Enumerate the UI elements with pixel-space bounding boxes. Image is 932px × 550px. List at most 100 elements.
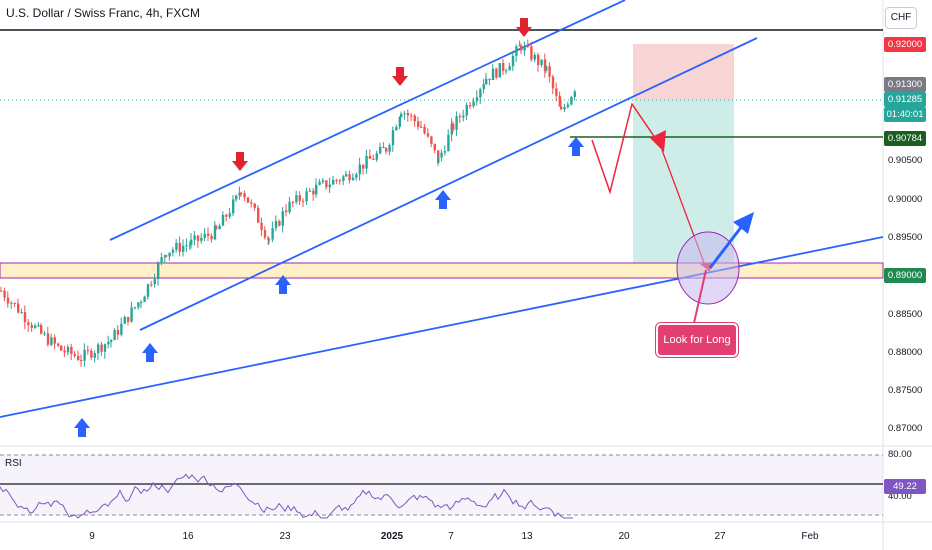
projection-zigzag[interactable] [591, 102, 663, 195]
candle-body [193, 235, 196, 240]
candle-body [165, 255, 168, 257]
candle-body [90, 350, 93, 358]
candle-body [238, 192, 241, 196]
candle-body [150, 284, 153, 286]
candle-body [200, 237, 203, 241]
candle-body [410, 115, 413, 117]
candle-body [398, 117, 401, 127]
candle-body [77, 355, 80, 360]
rsi-band [0, 455, 883, 515]
time-tick: 16 [182, 531, 194, 542]
currency-button[interactable]: CHF [885, 7, 917, 29]
candle-body [469, 105, 472, 107]
candle-body [175, 242, 178, 250]
candle-body [328, 184, 331, 188]
candle-body [127, 316, 130, 322]
rsi-label[interactable]: RSI [5, 458, 22, 469]
candle-body [103, 344, 107, 352]
support-tag: 0.89000 [884, 268, 926, 283]
candle-body [0, 290, 3, 292]
candle-body [215, 225, 218, 230]
candle-body [267, 237, 270, 240]
candle-body [400, 113, 403, 118]
candle-body [321, 180, 325, 183]
candle-body [302, 200, 305, 202]
candle-body [295, 195, 298, 203]
candle-body [34, 325, 37, 328]
price-tick: 0.88500 [888, 309, 923, 320]
candle-body [3, 290, 6, 298]
candle-body [566, 104, 570, 107]
candle-body [110, 340, 113, 342]
candle-body [190, 239, 193, 245]
candle-body [342, 176, 345, 182]
candle-body [171, 249, 175, 253]
look-for-long-callout[interactable]: Look for Long [656, 323, 738, 357]
time-tick: 7 [448, 531, 454, 542]
candle-body [120, 323, 123, 335]
candle-body [278, 221, 281, 226]
candle-body [281, 211, 284, 226]
candle-body [153, 279, 156, 285]
candle-body [23, 312, 27, 323]
candle-body [372, 158, 375, 160]
candle-body [452, 123, 455, 130]
candle-body [437, 157, 440, 164]
candle-body [308, 190, 312, 192]
candle-body [375, 153, 378, 160]
rsi-line[interactable] [0, 473, 573, 519]
time-tick: 9 [89, 531, 95, 542]
bounce-arrow-head [733, 212, 754, 234]
candle-body [420, 126, 423, 128]
candle-body [130, 307, 133, 322]
candle-body [210, 235, 213, 240]
swing-high-arrow [232, 152, 248, 171]
candle-body [298, 195, 301, 201]
candle-body [57, 343, 60, 346]
candle-body [123, 316, 126, 324]
candle-body [63, 350, 66, 353]
candle-body [555, 88, 558, 96]
candle-body [413, 115, 416, 122]
candle-body [10, 302, 13, 304]
candle-body [263, 230, 267, 238]
candle-body [157, 263, 160, 280]
callout-pointer [693, 269, 707, 324]
candle-body [318, 182, 321, 185]
channel-upper-line[interactable] [109, 0, 626, 241]
candle-body [235, 195, 238, 200]
rsi-tick-upper: 80.00 [888, 449, 912, 460]
price-tick: 0.88000 [888, 347, 923, 358]
candle-body [382, 146, 385, 149]
candle-body [515, 46, 518, 56]
candle-body [271, 228, 274, 240]
symbol-title[interactable]: U.S. Dollar / Swiss Franc, 4h, FXCM [6, 6, 201, 20]
candle-body [520, 45, 523, 51]
candle-body [455, 116, 458, 130]
channel-lower-line[interactable] [139, 37, 758, 331]
candle-body [570, 96, 573, 105]
candle-body [50, 337, 53, 345]
support-zone[interactable] [0, 262, 884, 279]
candle-body [46, 333, 50, 345]
candle-body [345, 174, 348, 177]
candle-body [447, 134, 450, 152]
candle-body [97, 344, 100, 354]
candle-body [107, 341, 110, 345]
candle-body [551, 76, 555, 89]
candle-body [391, 130, 395, 146]
candle-body [543, 59, 547, 71]
time-tick: 27 [714, 531, 726, 542]
candle-body [66, 346, 70, 353]
candle-body [86, 349, 90, 351]
price-tick: 0.90500 [888, 155, 923, 166]
bounce-arrow-line[interactable] [708, 225, 744, 269]
candle-body [495, 68, 498, 78]
candle-body [426, 133, 430, 137]
candle-body [558, 95, 561, 107]
candle-body [498, 63, 501, 78]
price-tick: 0.87000 [888, 423, 923, 434]
candle-body [379, 146, 382, 154]
candle-body [511, 55, 515, 67]
